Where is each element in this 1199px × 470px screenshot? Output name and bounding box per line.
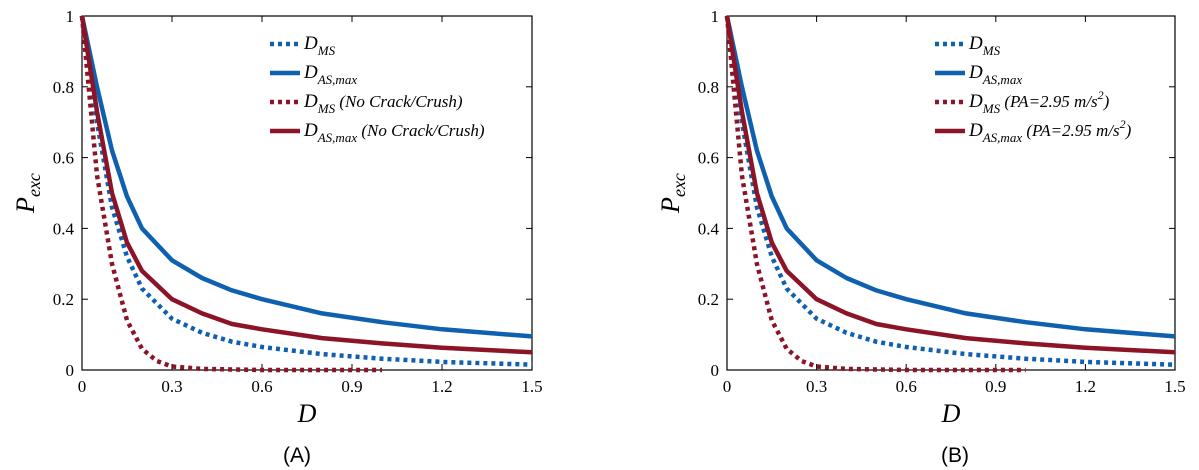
x-tick-label: 1.2 (431, 377, 452, 396)
series-line-2 (79, 15, 533, 339)
y-tick-label: 0.6 (53, 149, 74, 168)
plot-frame (726, 15, 1176, 371)
chart-panel-a: 0 0.3 0.6 0.9 1.2 1.5 0 0.2 0.4 0.6 0.8 1 D Pexc DMS DA… (11, 7, 543, 467)
y-axis-label: Pexc (656, 173, 689, 214)
series-line-4 (724, 15, 1176, 355)
series-line-1 (79, 15, 533, 367)
x-axis-label: D (941, 399, 961, 428)
legend-entry: DMS (PA=2.95 m/s2) (968, 88, 1110, 116)
y-tick-label: 0.2 (53, 290, 74, 309)
series-line-3 (724, 15, 1026, 373)
legend-entry: DAS,max (303, 62, 357, 87)
series-line-4 (79, 15, 533, 355)
x-tick-label: 0 (723, 377, 732, 396)
x-tick-label: 1.2 (1075, 377, 1096, 396)
y-tick-label: 0.8 (698, 78, 719, 97)
x-tick-label: 0.9 (341, 377, 362, 396)
x-tick-label: 0 (78, 377, 87, 396)
x-tick-label: 1.5 (521, 377, 542, 396)
x-tick-label: 0.3 (806, 377, 827, 396)
chart-panel-b: 0 0.3 0.6 0.9 1.2 1.5 0 0.2 0.4 0.6 0.8 1 D Pexc DMS DA… (656, 7, 1186, 467)
series-line-1 (724, 15, 1176, 367)
legend-entry: DAS,max (PA=2.95 m/s2) (968, 117, 1132, 145)
x-tick-label: 0.9 (985, 377, 1006, 396)
legend-entry: DMS (303, 33, 336, 58)
y-tick-label: 0 (66, 361, 75, 380)
y-tick-label: 0.6 (698, 149, 719, 168)
x-tick-label: 0.6 (251, 377, 272, 396)
x-tick-label: 0.6 (896, 377, 917, 396)
legend-entry: DMS (No Crack/Crush) (303, 91, 463, 116)
y-tick-label: 0.4 (53, 219, 75, 238)
y-axis-label: Pexc (11, 173, 44, 214)
y-tick-label: 0.4 (698, 219, 720, 238)
plot-frame (81, 15, 533, 371)
series-line-3 (79, 15, 382, 373)
y-tick-label: 1 (66, 7, 75, 26)
series-line-2 (724, 15, 1176, 339)
panel-label: (A) (283, 444, 311, 467)
legend-entry: DMS (968, 33, 1001, 58)
legend-entry: DAS,max (No Crack/Crush) (303, 120, 485, 145)
panel-label: (B) (941, 444, 969, 467)
legend-entry: DAS,max (968, 62, 1022, 87)
y-tick-label: 1 (711, 7, 720, 26)
x-tick-label: 1.5 (1164, 377, 1185, 396)
x-axis-label: D (297, 399, 317, 428)
y-tick-label: 0.2 (698, 290, 719, 309)
y-tick-label: 0 (711, 361, 720, 380)
y-tick-label: 0.8 (53, 78, 74, 97)
legend: DMS DAS,max DMS (No Crack/Crush) DAS,max (N… (270, 33, 485, 145)
x-tick-label: 0.3 (161, 377, 182, 396)
